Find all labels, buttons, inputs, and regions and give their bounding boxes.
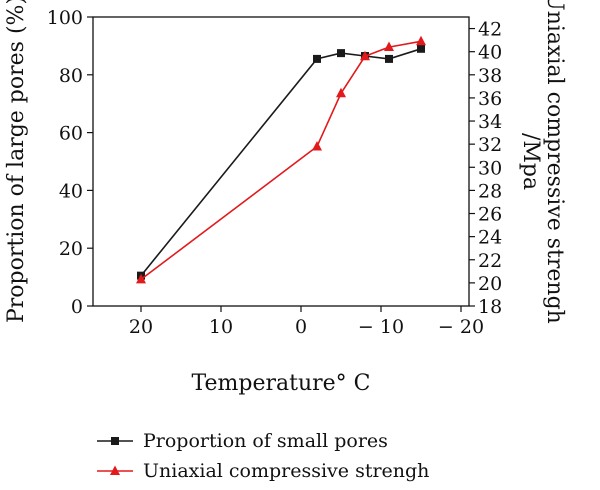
data-point-small-pores (337, 49, 345, 58)
y-right-axis-title-line-2: /Mpa (518, 133, 543, 190)
plot-frame (92, 16, 470, 307)
legend-entry-small-pores: Proportion of small pores (97, 430, 388, 452)
y-left-tick-label: 40 (59, 180, 83, 202)
y-right-tick-label: 32 (478, 134, 502, 156)
legend-entry-compressive-strength: Uniaxial compressive strengh (97, 460, 429, 482)
y-right-tick-label: 36 (478, 88, 502, 110)
y-right-axis-title: Uniaxial compressive strengh /Mpa (518, 0, 567, 331)
y-left-tick-label: 80 (59, 65, 83, 87)
data-point-small-pores (417, 44, 425, 53)
y-left-axis-title: Proportion of large pores (%) (4, 0, 29, 323)
y-right-tick-label: 28 (478, 180, 502, 202)
data-point-small-pores (385, 54, 393, 63)
data-point-compressive-strength (360, 50, 370, 61)
data-point-compressive-strength (384, 41, 394, 52)
legend: Proportion of small pores Uniaxial compr… (97, 430, 429, 482)
axis-ticks: 20 10 0− 10− 20020406080100182022242628303… (47, 7, 502, 338)
x-axis-title: Temperature° C (192, 371, 371, 396)
y-right-tick-label: 22 (478, 250, 502, 272)
y-left-tick-label: 0 (71, 296, 83, 318)
data-point-compressive-strength (336, 87, 346, 98)
y-right-tick-label: 18 (478, 296, 502, 318)
legend-label-small-pores: Proportion of small pores (143, 430, 388, 452)
y-right-tick-label: 24 (478, 227, 502, 249)
plot-area (92, 16, 470, 307)
data-point-compressive-strength (312, 140, 322, 151)
data-point-small-pores (313, 54, 321, 63)
y-right-axis-title-line-1: Uniaxial compressive strengh (542, 0, 567, 324)
series-line-0 (140, 48, 422, 277)
x-tick-label: − 20 (438, 316, 484, 338)
y-right-tick-label: 42 (478, 19, 502, 41)
y-right-tick-label: 26 (478, 204, 502, 226)
legend-label-compressive-strength: Uniaxial compressive strengh (143, 460, 429, 482)
y-right-tick-label: 34 (478, 111, 502, 133)
y-right-tick-label: 40 (478, 42, 502, 64)
series-line-1 (140, 40, 422, 281)
legend-marker-small-pores (111, 437, 119, 445)
y-left-tick-label: 100 (47, 7, 83, 29)
x-tick-label: − 10 (358, 316, 404, 338)
y-right-tick-label: 30 (478, 157, 502, 179)
y-right-tick-label: 38 (478, 65, 502, 87)
x-tick-label: 20 (129, 316, 153, 338)
data-point-compressive-strength (416, 35, 426, 46)
y-right-tick-label: 20 (478, 273, 502, 295)
y-left-tick-label: 60 (59, 123, 83, 145)
x-tick-label: 0 (295, 316, 307, 338)
data-point-compressive-strength (136, 273, 146, 284)
series-group (136, 35, 426, 284)
y-left-tick-label: 20 (59, 238, 83, 260)
legend-marker-compressive-strength (110, 465, 120, 475)
x-tick-label: 10 (209, 316, 233, 338)
